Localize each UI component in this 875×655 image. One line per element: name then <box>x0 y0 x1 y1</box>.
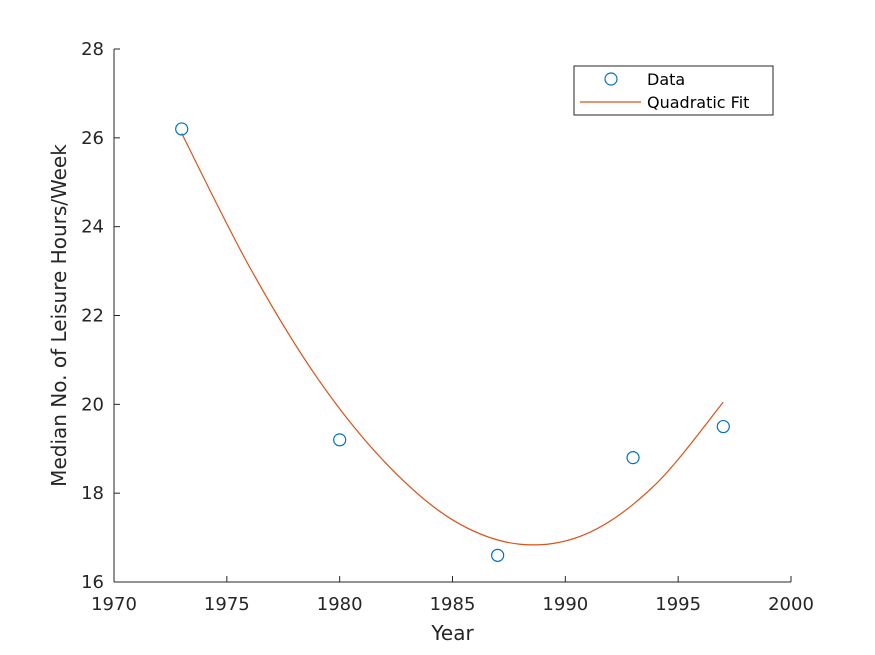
data-point <box>491 548 505 562</box>
y-tick-label: 22 <box>81 306 104 327</box>
y-tick-label: 24 <box>81 217 104 238</box>
x-tick-label: 2000 <box>768 594 814 615</box>
x-tick-label: 1970 <box>91 594 137 615</box>
data-point <box>175 122 189 136</box>
x-tick-label: 1990 <box>542 594 588 615</box>
y-tick-label: 28 <box>81 39 104 60</box>
data-point <box>626 451 640 465</box>
y-tick-label: 16 <box>81 572 104 593</box>
x-tick-label: 1985 <box>430 594 476 615</box>
legend: Data Quadratic Fit <box>573 65 774 116</box>
x-tick-label: 1975 <box>204 594 250 615</box>
y-tick-label: 20 <box>81 394 104 415</box>
y-axis-title: Median No. of Leisure Hours/Week <box>47 144 71 487</box>
x-tick-label: 1995 <box>655 594 701 615</box>
legend-label-fit: Quadratic Fit <box>647 93 749 112</box>
data-point <box>333 433 347 447</box>
quadratic-fit-line <box>181 133 724 546</box>
x-tick-label: 1980 <box>317 594 363 615</box>
y-tick-label: 26 <box>81 128 104 149</box>
y-tick-label: 18 <box>81 483 104 504</box>
axes: 1970 1975 1980 1985 1990 1995 2000 16 18 20 22 24 26… <box>81 39 814 615</box>
axis-titles: Year Median No. of Leisure Hours/Week <box>47 144 474 645</box>
legend-data-marker <box>604 72 618 86</box>
data-point <box>716 419 730 434</box>
legend-label-data: Data <box>647 70 685 89</box>
x-axis-title: Year <box>430 621 474 645</box>
plot-area <box>175 122 730 562</box>
